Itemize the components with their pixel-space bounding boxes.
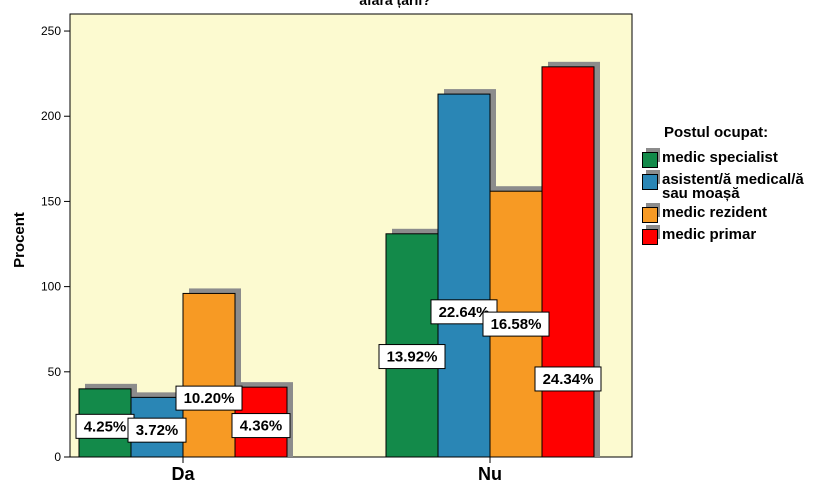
legend-label: medic primar xyxy=(662,226,757,243)
data-label: 16.58% xyxy=(482,311,550,337)
y-tick-label: 250 xyxy=(41,24,61,38)
data-label: 13.92% xyxy=(378,344,446,370)
legend-swatch xyxy=(642,170,660,190)
y-axis-label: Procent xyxy=(11,212,28,268)
x-tick-label: Da xyxy=(171,464,195,484)
y-tick-label: 200 xyxy=(41,109,61,123)
legend-swatch xyxy=(642,225,660,245)
legend-label: medic rezident xyxy=(662,204,768,221)
chart-title: afară țării? xyxy=(359,0,431,8)
svg-text:4.36%: 4.36% xyxy=(240,418,283,435)
legend: Postul ocupat: medic specialist asistent/… xyxy=(642,124,821,250)
legend-item: medic rezident xyxy=(642,203,821,223)
y-axis: 0 50 100 150 200 250 xyxy=(41,24,70,464)
bar xyxy=(437,93,491,458)
y-tick-label: 100 xyxy=(41,280,61,294)
y-tick-label: 0 xyxy=(54,450,61,464)
svg-text:22.64%: 22.64% xyxy=(439,304,490,321)
legend-item: asistent/ă medical/ă sau moașă xyxy=(642,170,821,202)
legend-swatch xyxy=(642,203,660,223)
data-label: 4.25% xyxy=(75,413,135,439)
svg-text:13.92%: 13.92% xyxy=(387,349,438,366)
legend-label: medic specialist xyxy=(662,149,778,166)
legend-swatch xyxy=(642,148,660,168)
x-axis: Da Nu xyxy=(171,457,502,484)
data-label: 4.36% xyxy=(231,413,291,439)
x-tick-label: Nu xyxy=(478,464,502,484)
bar xyxy=(541,66,595,458)
svg-text:3.72%: 3.72% xyxy=(136,422,179,439)
svg-text:16.58%: 16.58% xyxy=(491,316,542,333)
data-label: 24.34% xyxy=(534,366,602,392)
svg-text:4.25%: 4.25% xyxy=(84,418,127,435)
svg-text:24.34%: 24.34% xyxy=(543,371,594,388)
y-tick-label: 50 xyxy=(48,365,62,379)
data-labels: 4.25% 3.72% 10.20% 4.36% 13.92% 22.64%16.58% 2… xyxy=(75,299,602,443)
legend-label: asistent/ă medical/ă sau moașă xyxy=(662,171,804,202)
svg-text:10.20%: 10.20% xyxy=(184,390,235,407)
legend-item: medic specialist xyxy=(642,148,821,168)
data-label: 3.72% xyxy=(127,417,187,443)
bar xyxy=(182,292,236,458)
data-label: 10.20% xyxy=(175,385,243,411)
legend-title: Postul ocupat: xyxy=(664,124,769,141)
y-tick-label: 150 xyxy=(41,194,61,208)
legend-item: medic primar xyxy=(642,225,821,245)
